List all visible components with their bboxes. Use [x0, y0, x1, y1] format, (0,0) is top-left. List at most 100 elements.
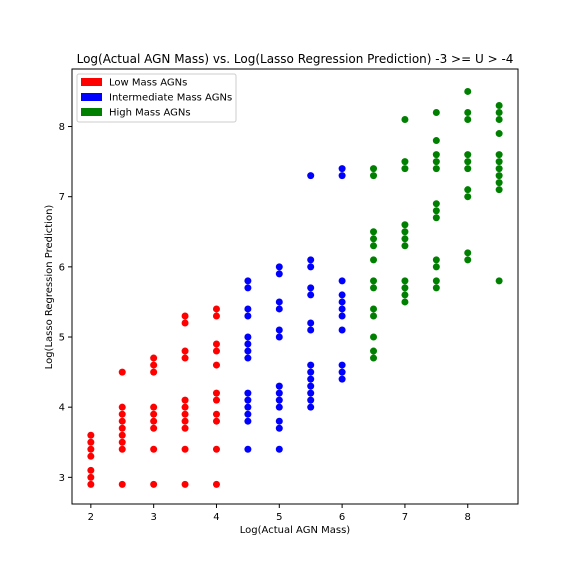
data-point-series-2: [338, 172, 346, 180]
data-point-series-3: [370, 165, 378, 173]
data-point-series-1: [181, 417, 189, 425]
points-layer: [87, 87, 503, 488]
data-point-series-2: [307, 284, 315, 292]
data-point-series-3: [370, 172, 378, 180]
data-point-series-2: [307, 403, 315, 411]
data-point-series-3: [432, 256, 440, 264]
data-point-series-1: [212, 340, 220, 348]
data-point-series-2: [244, 445, 252, 453]
data-point-series-2: [307, 256, 315, 264]
data-point-series-3: [432, 263, 440, 271]
data-point-series-2: [244, 417, 252, 425]
data-point-series-1: [118, 417, 126, 425]
data-point-series-2: [275, 389, 283, 397]
data-point-series-2: [244, 277, 252, 285]
data-point-series-3: [370, 347, 378, 355]
data-point-series-1: [212, 389, 220, 397]
data-point-series-3: [370, 256, 378, 264]
y-tick-label: 6: [59, 262, 65, 273]
data-point-series-2: [275, 333, 283, 341]
data-point-series-3: [495, 165, 503, 173]
data-point-series-3: [370, 333, 378, 341]
data-point-series-2: [338, 291, 346, 299]
data-point-series-3: [401, 116, 409, 124]
data-point-series-3: [401, 277, 409, 285]
data-point-series-2: [244, 305, 252, 313]
data-point-series-1: [150, 368, 158, 376]
x-axis-label: Log(Actual AGN Mass): [240, 525, 351, 536]
legend-swatch-2: [81, 93, 102, 101]
data-point-series-3: [401, 242, 409, 250]
data-point-series-3: [432, 214, 440, 222]
data-point-series-1: [212, 480, 220, 488]
data-point-series-2: [338, 165, 346, 173]
data-point-series-1: [212, 445, 220, 453]
data-point-series-3: [370, 312, 378, 320]
data-point-series-1: [212, 347, 220, 355]
y-tick-label: 8: [59, 122, 65, 133]
data-point-series-2: [275, 396, 283, 404]
data-point-series-3: [432, 284, 440, 292]
data-point-series-2: [275, 298, 283, 306]
data-point-series-1: [181, 410, 189, 418]
data-point-series-3: [495, 277, 503, 285]
data-point-series-3: [464, 109, 472, 116]
data-point-series-3: [464, 158, 472, 166]
data-point-series-2: [307, 172, 315, 180]
data-point-series-3: [464, 256, 472, 264]
data-point-series-3: [370, 354, 378, 362]
data-point-series-3: [401, 158, 409, 166]
data-point-series-2: [244, 333, 252, 341]
data-point-series-2: [244, 284, 252, 292]
data-point-series-2: [307, 361, 315, 369]
y-axis-label: Log(Lasso Regression Prediction): [44, 205, 55, 370]
data-point-series-1: [212, 410, 220, 418]
data-point-series-1: [181, 445, 189, 453]
data-point-series-3: [495, 101, 503, 109]
data-point-series-3: [464, 151, 472, 159]
data-point-series-3: [401, 235, 409, 243]
data-point-series-2: [275, 424, 283, 432]
x-tick-label: 3: [150, 512, 156, 523]
data-point-series-1: [87, 438, 95, 446]
x-tick-label: 8: [465, 512, 471, 523]
data-point-series-2: [244, 354, 252, 362]
data-point-series-3: [432, 165, 440, 173]
data-point-series-3: [495, 151, 503, 159]
data-point-series-2: [307, 382, 315, 390]
legend-swatch-1: [81, 78, 102, 86]
data-point-series-3: [432, 200, 440, 208]
data-point-series-1: [87, 445, 95, 453]
data-point-series-1: [87, 452, 95, 460]
data-point-series-1: [212, 396, 220, 404]
data-point-series-1: [150, 361, 158, 369]
data-point-series-2: [244, 396, 252, 404]
data-point-series-2: [275, 445, 283, 453]
data-point-series-1: [118, 410, 126, 418]
data-point-series-2: [244, 403, 252, 411]
data-point-series-1: [181, 480, 189, 488]
legend: Low Mass AGNs Intermediate Mass AGNs High …: [76, 73, 237, 123]
y-axis: 3 4 5 6 7 8: [59, 122, 72, 484]
data-point-series-2: [275, 382, 283, 390]
data-point-series-2: [244, 312, 252, 320]
data-point-series-1: [181, 403, 189, 411]
data-point-series-2: [244, 347, 252, 355]
plot-frame: [71, 68, 519, 505]
data-point-series-3: [432, 277, 440, 285]
data-point-series-1: [118, 403, 126, 411]
data-point-series-2: [275, 403, 283, 411]
x-axis: 2 3 4 5 6 7 8: [88, 504, 471, 523]
data-point-series-3: [432, 151, 440, 159]
data-point-series-2: [307, 319, 315, 327]
data-point-series-2: [307, 326, 315, 334]
y-tick-label: 5: [59, 333, 65, 344]
data-point-series-3: [401, 291, 409, 299]
data-point-series-1: [181, 312, 189, 320]
data-point-series-3: [495, 186, 503, 194]
data-point-series-1: [212, 417, 220, 425]
data-point-series-3: [370, 235, 378, 243]
data-point-series-1: [87, 431, 95, 439]
data-point-series-1: [150, 410, 158, 418]
data-point-series-3: [401, 228, 409, 236]
